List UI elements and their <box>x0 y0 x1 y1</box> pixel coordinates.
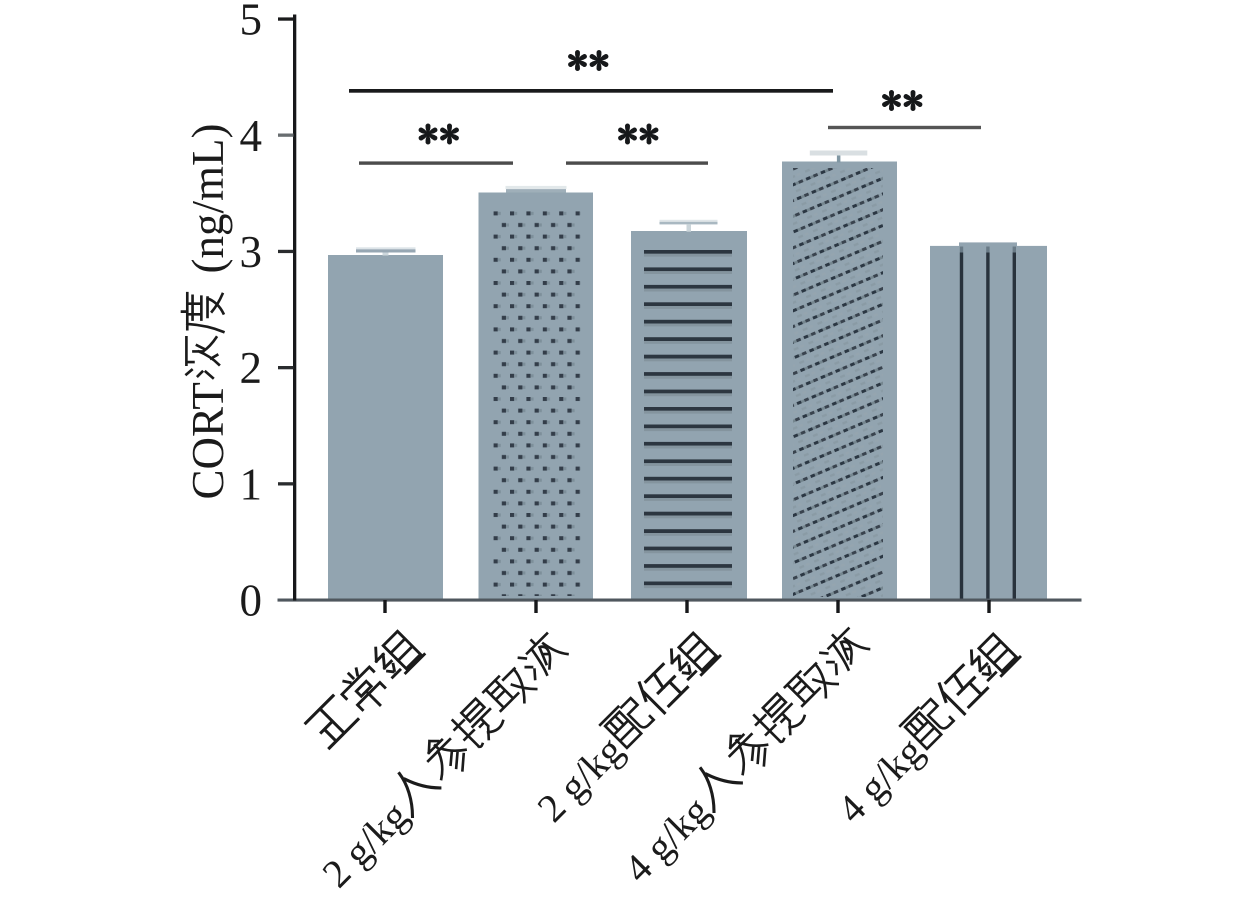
svg-text:5: 5 <box>240 0 263 45</box>
svg-text:3: 3 <box>240 227 263 277</box>
svg-text:1: 1 <box>240 459 263 509</box>
svg-text:2: 2 <box>240 343 263 393</box>
svg-text:0: 0 <box>240 576 263 626</box>
svg-text:4: 4 <box>240 111 263 161</box>
svg-text:(ng/mL): (ng/mL) <box>183 124 233 274</box>
svg-text:CORT: CORT <box>183 382 233 499</box>
